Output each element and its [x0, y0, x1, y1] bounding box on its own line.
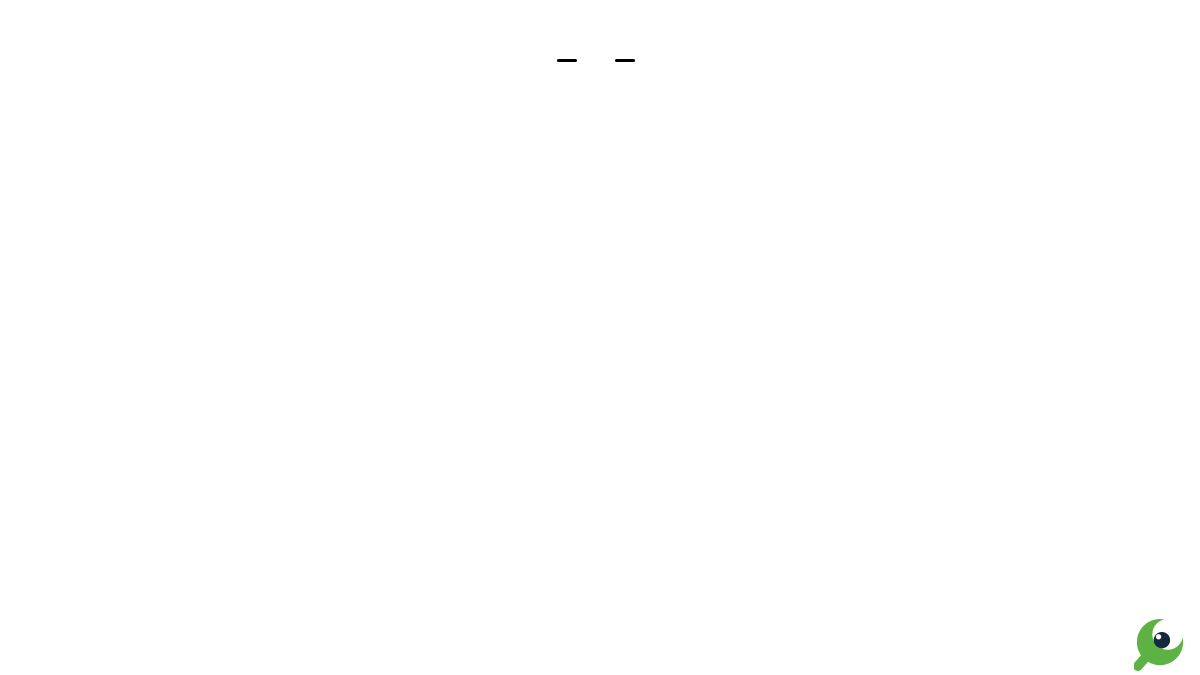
eye-magnifier-icon — [1134, 618, 1184, 671]
btc-line-swatch — [557, 59, 577, 62]
chart-legend — [0, 59, 1200, 62]
site-logo — [1126, 615, 1195, 673]
legend-item-sharpe-ratio — [615, 59, 643, 62]
sharpe-line-swatch — [615, 59, 635, 62]
legend-item-btc-price — [557, 59, 585, 62]
